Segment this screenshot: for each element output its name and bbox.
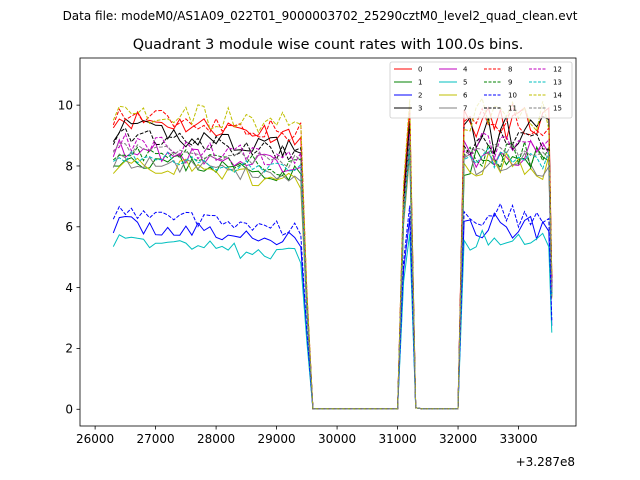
- legend-label-3: 3: [418, 105, 422, 113]
- y-tick-label: 0: [65, 403, 73, 417]
- y-tick-label: 4: [65, 281, 73, 295]
- x-tick-label: 31000: [378, 432, 416, 446]
- x-tick-label: 26000: [76, 432, 114, 446]
- x-tick-label: 28000: [197, 432, 235, 446]
- series-line-10: [112, 202, 553, 410]
- x-tick-label: 32000: [439, 432, 477, 446]
- y-tick-label: 6: [65, 220, 73, 234]
- legend-label-12: 12: [553, 66, 562, 74]
- legend-label-0: 0: [418, 66, 422, 74]
- legend-label-10: 10: [508, 92, 517, 100]
- figure-suptitle: Data file: modeM0/AS1A09_022T01_90000037…: [63, 9, 578, 23]
- x-tick-label: 33000: [499, 432, 537, 446]
- series-line-15: [112, 136, 553, 410]
- series-line-12: [113, 131, 553, 410]
- legend-label-13: 13: [553, 79, 562, 87]
- chart-title: Quadrant 3 module wise count rates with …: [133, 37, 524, 53]
- series-line-13: [113, 146, 553, 410]
- legend-label-7: 7: [463, 105, 467, 113]
- legend-label-2: 2: [418, 92, 422, 100]
- y-tick-label: 10: [58, 98, 73, 112]
- legend-label-5: 5: [463, 79, 467, 87]
- legend-label-11: 11: [508, 105, 517, 113]
- plot-frame: [79, 57, 577, 427]
- legend-label-9: 9: [508, 79, 512, 87]
- legend-label-8: 8: [508, 66, 512, 74]
- x-tick-label: 29000: [257, 432, 295, 446]
- y-tick-label: 8: [65, 159, 73, 173]
- legend-label-14: 14: [553, 92, 562, 100]
- legend-label-6: 6: [463, 92, 468, 100]
- legend-label-4: 4: [463, 66, 468, 74]
- axes-layer: 26000 27000 28000 29000 30000 31000 32000 33000…: [58, 98, 538, 446]
- x-tick-label: 27000: [137, 432, 175, 446]
- legend-frame: [389, 61, 573, 119]
- legend-label-15: 15: [553, 105, 562, 113]
- legend-label-1: 1: [418, 79, 422, 87]
- x-offset-label: +3.287e8: [516, 455, 575, 469]
- x-tick-label: 30000: [318, 432, 356, 446]
- y-tick-label: 2: [65, 342, 73, 356]
- series-layer: [112, 97, 553, 410]
